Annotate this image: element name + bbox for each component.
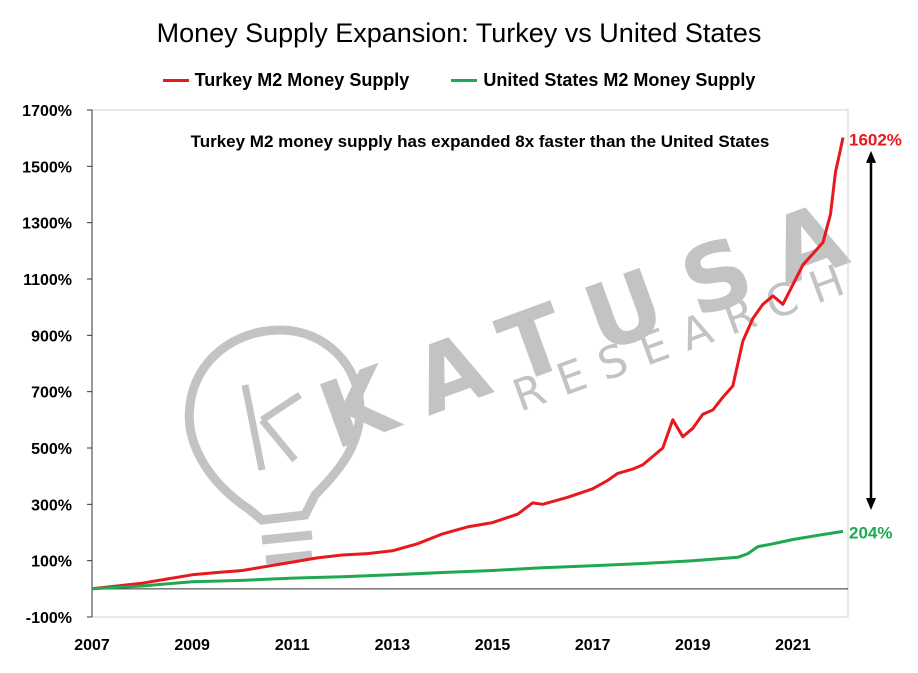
arrow-head-up bbox=[866, 150, 876, 163]
y-axis-ticks: 1700% 1500% 1300% 1100% 900% 700% 500% 300% 100%… bbox=[22, 103, 92, 627]
x-axis-ticks: 2007 2009 2011 2013 2015 2017 2019 2021 bbox=[74, 637, 811, 654]
y-tick-label: 700% bbox=[31, 385, 72, 402]
x-tick-label: 2015 bbox=[475, 637, 511, 654]
chart-legend: Turkey M2 Money Supply United States M2 … bbox=[0, 70, 918, 91]
end-label-turkey: 1602% bbox=[849, 131, 902, 150]
x-tick-label: 2011 bbox=[275, 637, 310, 654]
y-tick-label: 1300% bbox=[22, 216, 72, 233]
chart-annotation: Turkey M2 money supply has expanded 8x f… bbox=[191, 132, 770, 151]
legend-swatch-turkey bbox=[162, 79, 189, 82]
legend-item-turkey: Turkey M2 Money Supply bbox=[162, 70, 410, 91]
x-tick-label: 2013 bbox=[375, 637, 411, 654]
legend-item-us: United States M2 Money Supply bbox=[451, 70, 755, 91]
legend-swatch-us bbox=[451, 79, 478, 82]
x-tick-label: 2021 bbox=[775, 637, 811, 654]
y-tick-label: 900% bbox=[31, 328, 72, 345]
lightbulb-icon bbox=[184, 325, 365, 565]
y-tick-label: 1100% bbox=[23, 272, 72, 289]
y-tick-label: -100% bbox=[26, 610, 72, 627]
arrow-head-down bbox=[866, 497, 876, 510]
x-tick-label: 2019 bbox=[675, 637, 711, 654]
x-tick-label: 2009 bbox=[174, 637, 210, 654]
legend-label-us: United States M2 Money Supply bbox=[483, 70, 756, 90]
y-tick-label: 300% bbox=[31, 497, 72, 514]
y-tick-label: 1500% bbox=[22, 159, 72, 176]
y-tick-label: 500% bbox=[31, 441, 72, 458]
x-tick-label: 2007 bbox=[74, 637, 110, 654]
watermark: KATUSA RESEARCH bbox=[184, 172, 886, 565]
y-tick-label: 1700% bbox=[22, 103, 72, 120]
x-tick-label: 2017 bbox=[575, 637, 611, 654]
series-line-us bbox=[91, 529, 844, 591]
end-label-us: 204% bbox=[849, 523, 892, 542]
legend-label-turkey: Turkey M2 Money Supply bbox=[194, 70, 410, 90]
y-tick-label: 100% bbox=[31, 554, 72, 571]
series-line-turkey bbox=[91, 137, 845, 591]
chart-title: Money Supply Expansion: Turkey vs United… bbox=[156, 18, 762, 48]
double-arrow bbox=[866, 150, 876, 510]
